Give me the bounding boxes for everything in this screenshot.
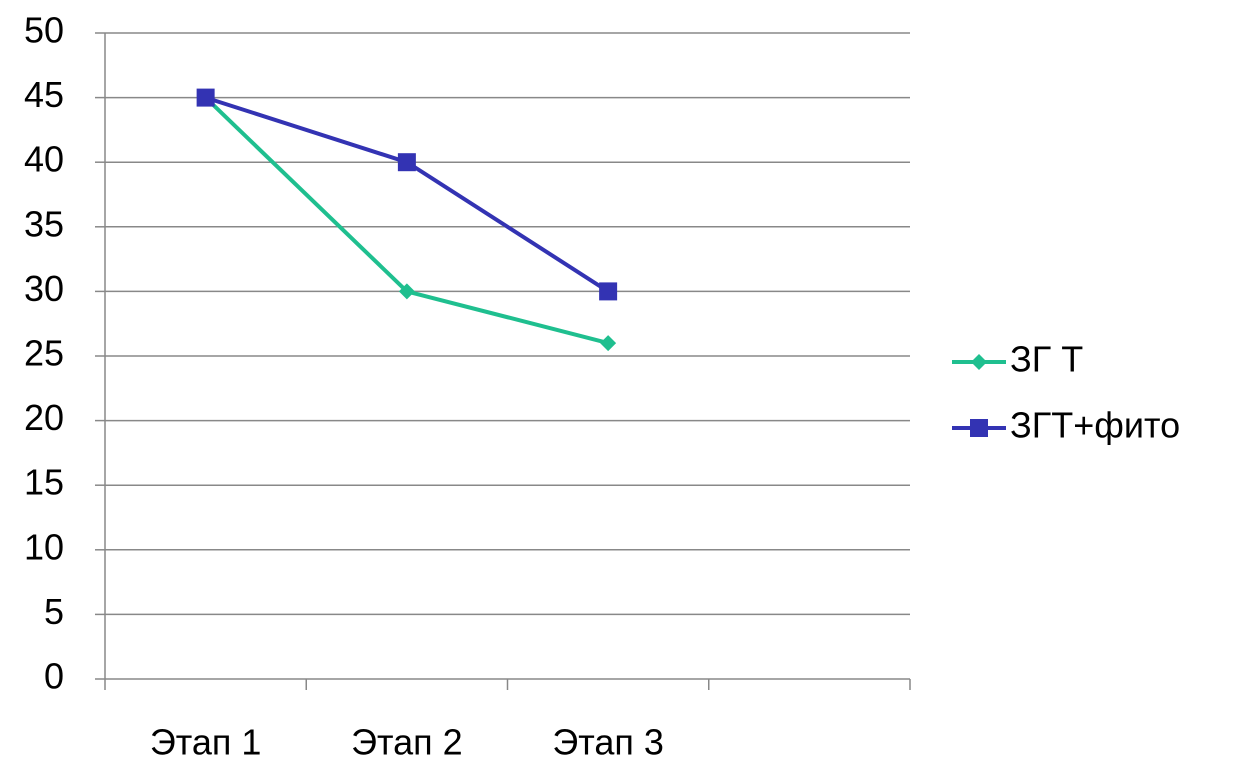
y-tick-label: 0 [44,656,64,697]
x-tick-label: Этап 2 [351,722,463,762]
legend-marker [970,419,988,437]
y-tick-label: 40 [24,139,64,180]
point [196,88,215,107]
y-tick-label: 5 [44,591,64,632]
x-tick-label: Этап 1 [150,722,262,762]
y-tick-label: 25 [24,333,64,374]
legend-label: ЗГТ+фито [1010,405,1180,446]
y-tick-label: 50 [24,10,64,51]
series-line [205,95,610,294]
point [600,335,617,352]
point [397,153,416,172]
legend-label: ЗГ Т [1010,339,1083,380]
series-line [204,96,609,346]
y-tick-label: 35 [24,203,64,244]
y-tick-label: 15 [24,462,64,503]
y-tick-label: 20 [24,397,64,438]
legend-marker [971,354,987,370]
y-tick-label: 45 [24,74,64,115]
point [398,283,415,300]
y-tick-label: 10 [24,526,64,567]
x-tick-label: Этап 3 [552,722,664,762]
y-tick-label: 30 [24,268,64,309]
point [599,282,618,301]
